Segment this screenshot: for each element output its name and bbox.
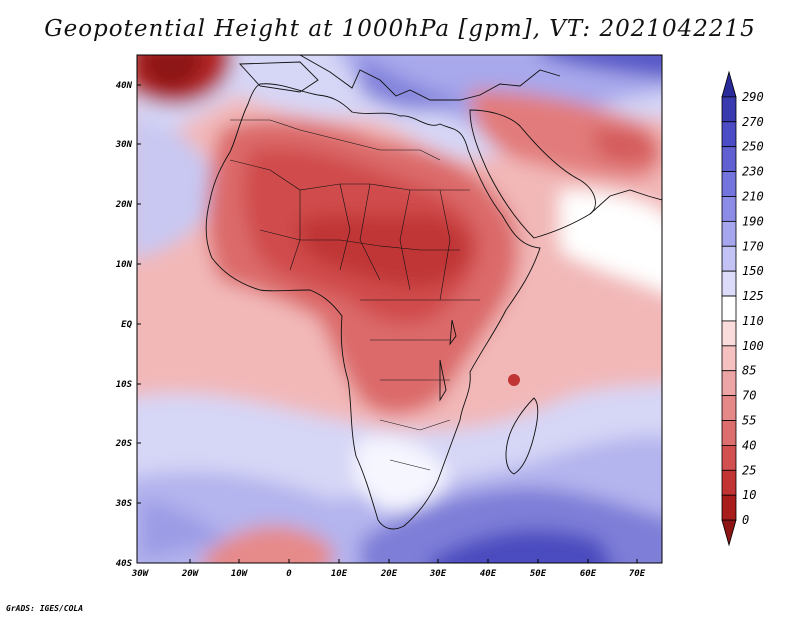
map-area	[137, 55, 662, 563]
colorbar-cell	[721, 469, 737, 496]
lon-label: 20W	[181, 569, 200, 579]
country-borders	[229, 119, 480, 471]
colorbar-label: 290	[742, 90, 764, 104]
colorbar-label: 40	[742, 438, 756, 452]
lon-label: 30W	[131, 569, 150, 579]
madagascar-anomaly	[508, 374, 520, 386]
colorbar-cell	[721, 395, 737, 421]
geopotential-field	[137, 55, 662, 563]
lon-label: 60E	[580, 569, 597, 579]
lat-label: 10S	[116, 380, 133, 390]
colorbar-label: 85	[742, 364, 756, 378]
colorbar-label: 230	[742, 165, 764, 179]
chart-title: Geopotential Height at 1000hPa [gpm], VT…	[44, 16, 756, 42]
colorbar: 2902702502302101901701501251101008570554…	[721, 70, 764, 547]
colorbar-cell	[721, 420, 737, 446]
lat-label: 10N	[116, 260, 133, 270]
lat-label: 40N	[116, 81, 133, 91]
colorbar-label: 70	[742, 389, 756, 403]
colorbar-cell	[721, 171, 737, 197]
lon-label: 70E	[629, 569, 646, 579]
colorbar-label: 110	[742, 314, 764, 328]
colorbar-label: 10	[742, 488, 756, 502]
grads-credit: GrADS: IGES/COLA	[6, 604, 84, 613]
colorbar-cell	[721, 445, 737, 471]
colorbar-cell	[721, 320, 737, 347]
longitude-labels: 30W 20W 10W 0 10E 20E 30E 40E 50E 60E 70…	[131, 569, 646, 579]
colorbar-label: 210	[742, 189, 764, 203]
colorbar-cell	[721, 370, 737, 397]
colorbar-cell	[721, 345, 737, 372]
asia-coast	[589, 189, 662, 215]
colorbar-label: 170	[742, 239, 764, 253]
lat-label: 20S	[115, 439, 133, 449]
colorbar-label: 190	[742, 214, 764, 228]
colorbar-label: 100	[742, 339, 764, 353]
colorbar-label: 150	[742, 264, 764, 278]
colorbar-cell	[721, 245, 737, 272]
lon-label: 0	[286, 569, 292, 579]
lon-label: 40E	[480, 569, 497, 579]
coastlines	[205, 55, 662, 530]
colorbar-label: 250	[742, 140, 764, 154]
colorbar-cell	[721, 196, 737, 222]
lon-label: 30E	[429, 569, 447, 579]
colorbar-cell	[721, 146, 737, 172]
colorbar-cell	[721, 295, 737, 322]
lakes	[439, 319, 457, 402]
colorbar-label: 55	[742, 414, 756, 428]
colorbar-label: 25	[742, 463, 756, 477]
latitude-labels: 40N 30N 20N 10N EQ 10S 20S 30S 40S	[115, 81, 133, 569]
colorbar-cell	[721, 220, 737, 247]
colorbar-cell	[721, 96, 737, 123]
africa-coastline	[205, 83, 541, 530]
colorbar-cell	[721, 70, 737, 98]
lat-label: EQ	[121, 320, 132, 330]
map-frame	[136, 54, 663, 564]
lat-label: 30N	[115, 140, 133, 150]
madagascar-outline	[505, 397, 539, 475]
tick-marks	[137, 84, 638, 563]
colorbar-cell	[721, 121, 737, 148]
lon-label: 10E	[331, 569, 348, 579]
iberia-outline	[239, 61, 319, 93]
colorbar-label: 270	[742, 115, 764, 129]
lon-label: 10W	[231, 569, 249, 579]
colorbar-label: 125	[742, 289, 764, 303]
europe-coast	[299, 55, 561, 101]
lat-label: 40S	[116, 559, 133, 569]
colorbar-cell	[721, 270, 737, 297]
lon-label: 50E	[530, 569, 547, 579]
lat-label: 30S	[115, 499, 133, 509]
colorbar-label: 0	[742, 513, 749, 527]
arabia-outline	[469, 109, 596, 239]
colorbar-cell	[721, 519, 737, 547]
lat-label: 20N	[115, 200, 133, 210]
colorbar-cell	[721, 494, 737, 521]
lon-label: 20E	[380, 569, 398, 579]
